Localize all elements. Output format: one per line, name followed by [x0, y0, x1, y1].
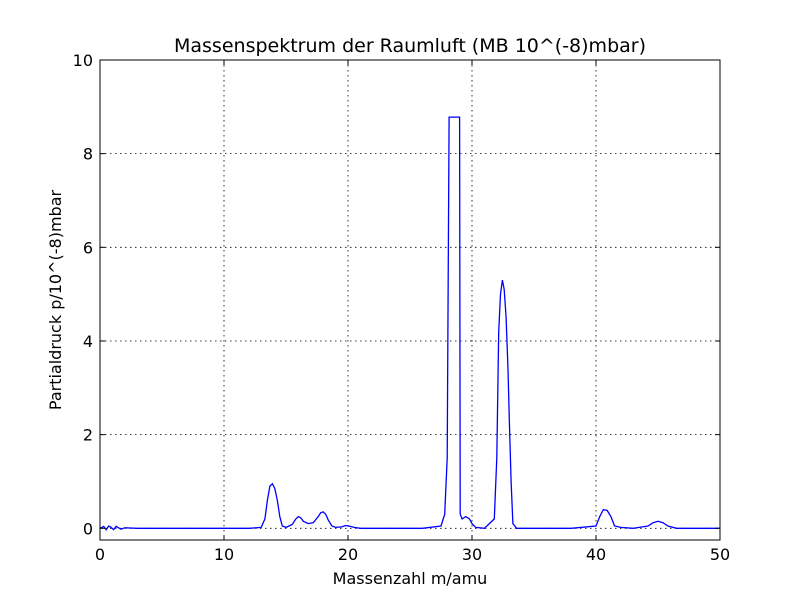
x-tick-label: 10	[214, 545, 234, 564]
series-layer	[99, 116, 720, 531]
series-line	[99, 116, 720, 531]
x-axis-label: Massenzahl m/amu	[333, 569, 488, 588]
chart-title: Massenspektrum der Raumluft (MB 10^(-8)m…	[174, 35, 646, 57]
y-tick-label: 0	[83, 519, 93, 538]
ticks	[99, 59, 721, 540]
y-tick-label: 8	[83, 145, 93, 164]
y-axis-label: Partialdruck p/10^(-8)mbar	[46, 189, 65, 410]
plot-frame	[99, 59, 721, 541]
x-tick-label: 20	[338, 545, 358, 564]
y-tick-label: 10	[73, 51, 93, 70]
x-tick-label: 30	[462, 545, 482, 564]
y-tick-label: 4	[83, 332, 93, 351]
tick-labels: 0 10 20 30 40 50 0 2 4 6 8 10	[73, 51, 731, 564]
x-tick-label: 50	[710, 545, 730, 564]
x-tick-label: 40	[586, 545, 606, 564]
y-tick-label: 6	[83, 238, 93, 257]
y-tick-label: 2	[83, 426, 93, 445]
x-tick-label: 0	[95, 545, 105, 564]
